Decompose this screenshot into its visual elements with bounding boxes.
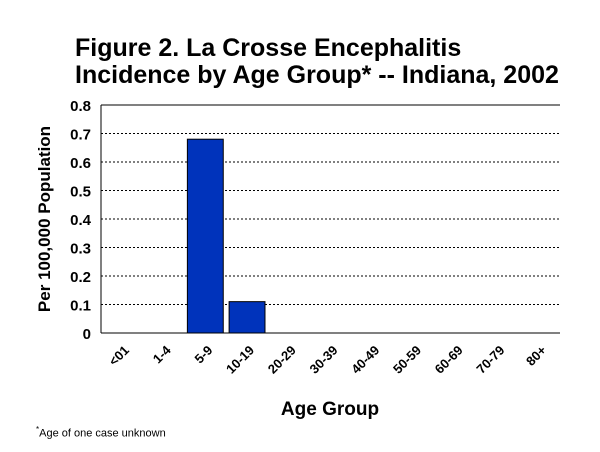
chart-title-line2: Incidence by Age Group* -- Indiana, 2002: [75, 61, 559, 89]
bar-5-9: [186, 138, 224, 334]
y-tick-label: 0.4: [70, 212, 92, 229]
y-tick-label: 0.8: [70, 98, 91, 115]
x-tick-label: 40-49: [348, 343, 382, 377]
x-tick-label: 30-39: [307, 343, 341, 377]
x-tick-label: 50-59: [390, 343, 424, 377]
x-tick-label: 5-9: [192, 343, 216, 367]
y-tick-label: 0.6: [70, 155, 91, 172]
x-tick-label: 70-79: [473, 343, 507, 377]
y-tick-label: 0.1: [70, 298, 91, 315]
x-tick-label: 20-29: [265, 343, 299, 377]
x-tick-label: 60-69: [432, 343, 466, 377]
y-tick-label: 0.5: [70, 184, 91, 201]
footnote: *Age of one case unknown: [36, 425, 166, 440]
chart-title-line1: Figure 2. La Crosse Encephalitis: [75, 34, 462, 62]
y-tick-label: 0: [83, 326, 91, 343]
x-axis-label: Age Group: [281, 399, 379, 420]
x-tick-label: 10-19: [223, 343, 257, 377]
y-tick-label: 0.2: [70, 269, 91, 286]
y-tick-label: 0.7: [70, 127, 91, 144]
y-axis-label: Per 100,000 Population: [35, 126, 54, 312]
footnote-mark: *: [36, 425, 40, 434]
footnote-text: Age of one case unknown: [39, 427, 166, 440]
x-tick-label: 80+: [523, 342, 549, 368]
x-tick-label: <01: [106, 343, 132, 369]
bar-10-19: [228, 301, 266, 334]
y-tick-label: 0.3: [70, 241, 91, 258]
x-tick-label: 1-4: [150, 342, 174, 366]
